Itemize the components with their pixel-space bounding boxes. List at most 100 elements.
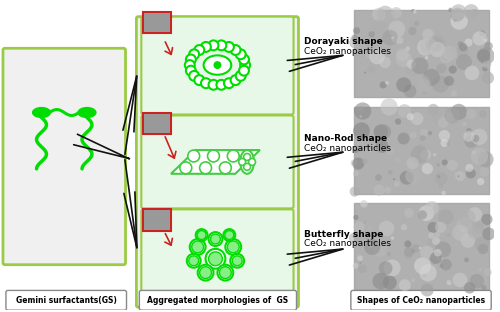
Circle shape (396, 37, 404, 44)
FancyBboxPatch shape (6, 290, 126, 310)
Circle shape (244, 154, 250, 160)
Circle shape (479, 110, 487, 118)
Circle shape (435, 241, 451, 257)
Circle shape (368, 66, 375, 73)
Ellipse shape (204, 56, 232, 75)
Circle shape (428, 131, 432, 135)
Circle shape (194, 45, 204, 55)
Circle shape (369, 149, 372, 152)
Circle shape (228, 241, 239, 253)
FancyBboxPatch shape (144, 209, 171, 231)
Circle shape (201, 42, 211, 52)
Circle shape (446, 280, 452, 285)
Circle shape (360, 200, 368, 207)
Circle shape (484, 42, 493, 50)
Circle shape (442, 191, 446, 195)
Circle shape (354, 148, 358, 153)
Circle shape (434, 172, 448, 185)
FancyBboxPatch shape (140, 290, 296, 310)
Circle shape (384, 260, 400, 276)
Circle shape (388, 21, 406, 37)
Circle shape (390, 7, 402, 18)
Circle shape (429, 38, 444, 52)
Circle shape (486, 30, 488, 32)
Circle shape (368, 31, 375, 38)
Circle shape (188, 150, 200, 162)
Circle shape (352, 234, 356, 238)
Circle shape (379, 56, 391, 68)
Circle shape (373, 242, 388, 257)
Circle shape (358, 106, 363, 112)
Circle shape (404, 240, 411, 247)
Circle shape (224, 229, 235, 241)
Circle shape (426, 40, 436, 51)
Circle shape (450, 90, 457, 96)
Circle shape (248, 158, 256, 165)
Circle shape (420, 37, 437, 55)
Circle shape (468, 207, 482, 222)
FancyBboxPatch shape (144, 12, 171, 33)
Circle shape (478, 47, 494, 65)
Circle shape (423, 69, 440, 86)
Circle shape (456, 45, 468, 58)
Circle shape (396, 52, 409, 65)
Circle shape (353, 263, 358, 269)
Circle shape (442, 159, 448, 165)
Circle shape (353, 27, 360, 34)
Circle shape (194, 75, 204, 85)
Circle shape (470, 9, 478, 17)
Circle shape (464, 135, 477, 148)
Circle shape (220, 267, 232, 279)
Circle shape (382, 30, 398, 46)
FancyBboxPatch shape (142, 209, 294, 302)
Circle shape (428, 232, 434, 238)
Text: Shapes of CeO₂ nanoparticles: Shapes of CeO₂ nanoparticles (357, 296, 485, 305)
Circle shape (420, 135, 426, 141)
Circle shape (406, 46, 410, 51)
Circle shape (483, 37, 488, 42)
Circle shape (430, 203, 434, 208)
Circle shape (479, 30, 485, 36)
Circle shape (420, 154, 426, 160)
Circle shape (350, 36, 362, 49)
Circle shape (372, 8, 386, 22)
Circle shape (398, 133, 409, 144)
Circle shape (380, 81, 386, 89)
Circle shape (466, 109, 476, 119)
Circle shape (404, 247, 414, 257)
Circle shape (452, 273, 467, 287)
Circle shape (230, 254, 244, 268)
Circle shape (482, 60, 491, 69)
Circle shape (379, 221, 394, 236)
Circle shape (464, 38, 472, 46)
Circle shape (399, 279, 411, 291)
Ellipse shape (32, 108, 50, 117)
Circle shape (414, 257, 431, 274)
Circle shape (412, 10, 416, 13)
Circle shape (470, 274, 484, 288)
Circle shape (422, 29, 434, 40)
Circle shape (239, 55, 249, 64)
Circle shape (481, 285, 486, 290)
Circle shape (374, 124, 388, 139)
FancyBboxPatch shape (142, 17, 294, 115)
Circle shape (370, 239, 376, 246)
Circle shape (230, 45, 240, 55)
Circle shape (400, 171, 413, 185)
Text: CeO₂ nanoparticles: CeO₂ nanoparticles (304, 240, 392, 248)
Circle shape (387, 252, 391, 256)
Circle shape (452, 225, 468, 241)
Circle shape (208, 150, 220, 162)
Circle shape (410, 112, 424, 125)
Circle shape (448, 66, 457, 74)
Circle shape (352, 158, 364, 169)
Circle shape (187, 254, 200, 268)
Circle shape (393, 178, 395, 180)
Circle shape (479, 167, 489, 177)
Circle shape (190, 239, 206, 255)
Circle shape (446, 233, 450, 237)
Circle shape (420, 149, 431, 160)
Circle shape (450, 104, 467, 120)
Circle shape (360, 262, 362, 264)
Text: CeO₂ nanoparticles: CeO₂ nanoparticles (304, 47, 392, 56)
